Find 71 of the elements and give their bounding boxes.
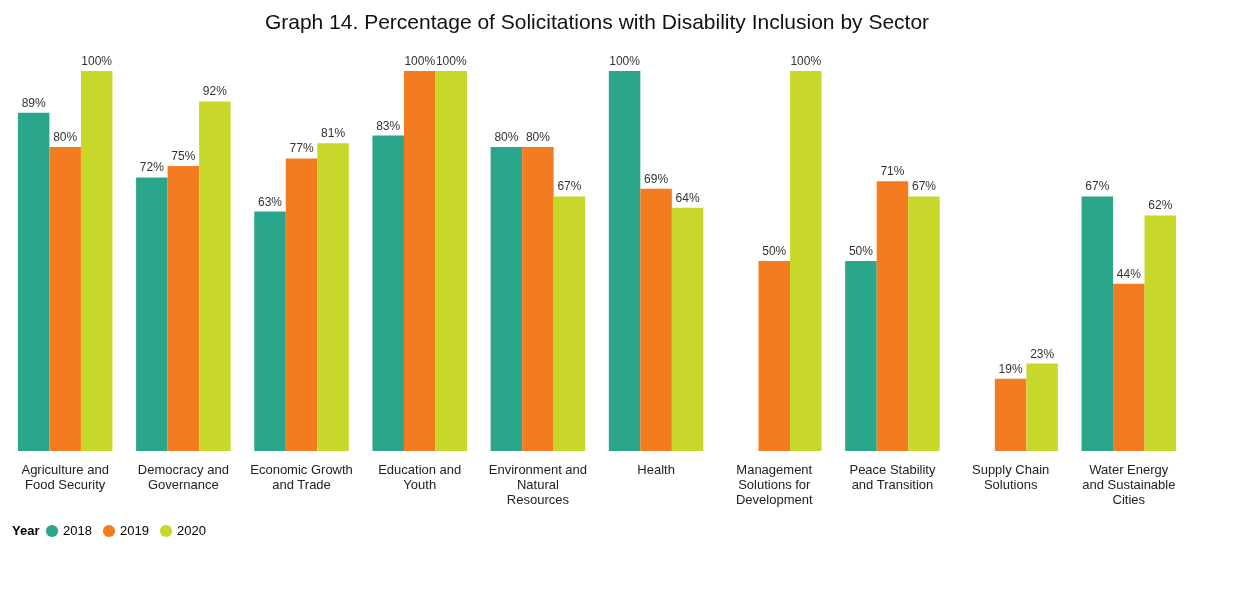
data-label: 19%	[998, 361, 1023, 376]
x-tick-label: Economic Growth and Trade	[250, 461, 353, 492]
data-label: 44%	[1116, 266, 1142, 281]
data-label: 69%	[644, 171, 669, 186]
data-label: 80%	[494, 130, 519, 144]
data-label: 92%	[202, 84, 228, 99]
chart-title: Graph 14. Percentage of Solicitations with Disability Inclusion by Sector	[264, 10, 930, 33]
legend-label: 2019	[120, 523, 149, 538]
data-label: 83%	[376, 118, 401, 133]
legend-label: 2020	[177, 523, 206, 538]
data-label: 67%	[1085, 179, 1110, 194]
data-label: 23%	[1030, 346, 1055, 361]
bar	[1026, 363, 1058, 451]
bar	[758, 261, 791, 451]
bar	[317, 143, 349, 451]
bar	[49, 147, 81, 451]
data-label: 67%	[911, 179, 937, 194]
legend-title: Year	[12, 523, 40, 538]
data-label: 80%	[53, 130, 78, 144]
bar	[136, 177, 168, 451]
data-label: 89%	[21, 95, 46, 110]
data-label: 100%	[435, 54, 467, 68]
x-tick-label: Water Energy and Sustainable Cities	[1082, 461, 1176, 507]
data-label: 71%	[880, 164, 905, 179]
bar	[671, 207, 704, 451]
data-label: 100%	[790, 54, 822, 68]
x-tick-label: Peace Stability and Transition	[849, 461, 936, 492]
bar	[199, 101, 231, 451]
x-tick-label: Environment and Natural Resources	[488, 461, 588, 507]
data-label: 81%	[321, 126, 346, 141]
bar	[435, 71, 467, 451]
bar	[522, 147, 554, 451]
x-tick-label: Management Solutions for Development	[735, 461, 813, 507]
bar	[490, 147, 523, 451]
bar	[285, 158, 318, 451]
bar	[167, 166, 200, 451]
data-label: 63%	[258, 194, 283, 209]
x-tick-label: Health	[637, 461, 675, 477]
bar	[80, 71, 113, 451]
bar	[17, 112, 50, 451]
data-label: 77%	[289, 141, 314, 156]
bar	[254, 211, 286, 451]
bar	[1113, 283, 1145, 451]
x-tick-label: Supply Chain Solutions	[971, 461, 1050, 492]
data-label: 100%	[609, 54, 641, 68]
data-label: 64%	[675, 190, 700, 205]
x-tick-label: Democracy and Governance	[137, 461, 229, 492]
data-label: 50%	[848, 244, 874, 258]
data-label: 50%	[762, 244, 787, 258]
data-label: 62%	[1148, 198, 1173, 213]
data-label: 72%	[139, 160, 165, 175]
data-label: 67%	[557, 179, 582, 194]
bar	[640, 188, 672, 451]
bar	[553, 196, 586, 451]
bar	[1081, 196, 1114, 451]
data-label: 75%	[171, 149, 196, 163]
data-label: 100%	[81, 54, 113, 68]
bar	[994, 378, 1027, 451]
bar	[876, 181, 909, 451]
bar	[1144, 215, 1177, 451]
bar	[372, 135, 404, 451]
data-label: 100%	[404, 54, 436, 68]
bar	[403, 71, 436, 451]
legend-label: 2018	[63, 523, 92, 538]
bar	[845, 261, 877, 451]
bar	[608, 71, 641, 451]
x-tick-label: Education and Youth	[378, 461, 462, 492]
bar	[790, 71, 822, 451]
bar	[908, 196, 940, 451]
x-tick-label: Agriculture and Food Security	[21, 461, 109, 492]
data-label: 80%	[525, 130, 551, 144]
